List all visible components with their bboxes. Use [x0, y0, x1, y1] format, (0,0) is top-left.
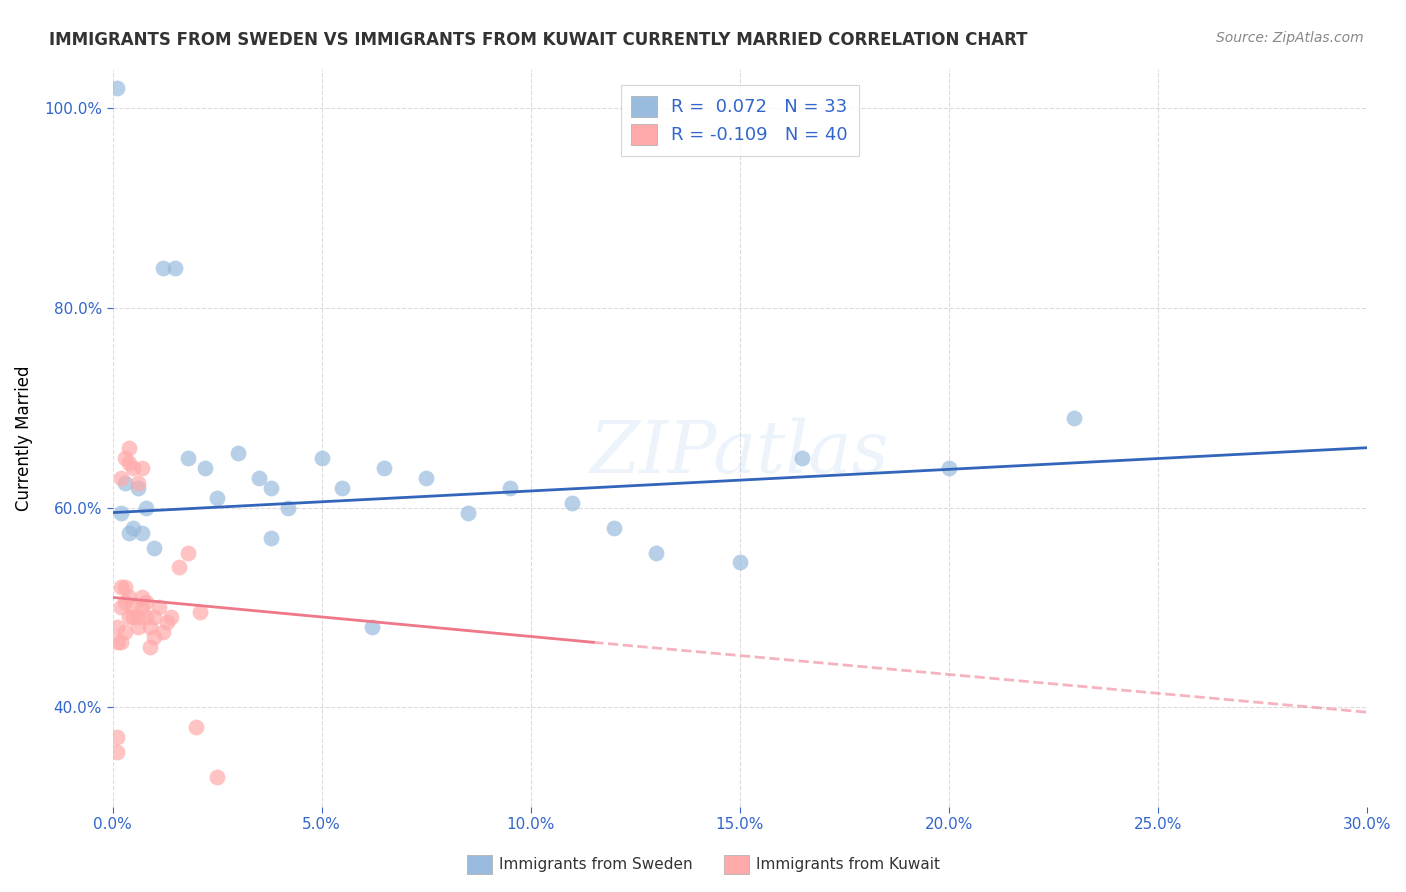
Point — [118, 591, 141, 605]
Point — [260, 481, 283, 495]
Point — [110, 471, 132, 485]
Point — [122, 610, 145, 624]
Point — [114, 595, 136, 609]
Point — [938, 460, 960, 475]
Point — [118, 456, 141, 470]
Point — [728, 556, 751, 570]
Text: IMMIGRANTS FROM SWEDEN VS IMMIGRANTS FROM KUWAIT CURRENTLY MARRIED CORRELATION C: IMMIGRANTS FROM SWEDEN VS IMMIGRANTS FRO… — [49, 31, 1028, 49]
Point — [561, 495, 583, 509]
Point — [105, 635, 128, 649]
Point — [105, 745, 128, 759]
Point — [603, 520, 626, 534]
Text: ZIPatlas: ZIPatlas — [591, 417, 890, 488]
Point — [165, 261, 187, 276]
Point — [127, 481, 149, 495]
Point — [177, 450, 200, 465]
Text: Source: ZipAtlas.com: Source: ZipAtlas.com — [1216, 31, 1364, 45]
Point — [105, 81, 128, 95]
Point — [135, 610, 157, 624]
Legend: R =  0.072   N = 33, R = -0.109   N = 40: R = 0.072 N = 33, R = -0.109 N = 40 — [620, 85, 859, 155]
Point — [131, 591, 153, 605]
Point — [110, 581, 132, 595]
Point — [131, 600, 153, 615]
Point — [152, 261, 174, 276]
Point — [122, 520, 145, 534]
Point — [127, 610, 149, 624]
Point — [122, 460, 145, 475]
Point — [118, 441, 141, 455]
Text: Immigrants from Sweden: Immigrants from Sweden — [499, 857, 693, 871]
Point — [226, 446, 249, 460]
Point — [457, 506, 479, 520]
Point — [110, 635, 132, 649]
Point — [499, 481, 522, 495]
Point — [260, 531, 283, 545]
Point — [135, 500, 157, 515]
Point — [415, 471, 437, 485]
Point — [139, 620, 162, 634]
Point — [143, 541, 166, 555]
Point — [152, 625, 174, 640]
Point — [131, 460, 153, 475]
Point — [143, 610, 166, 624]
Point — [135, 595, 157, 609]
Point — [193, 460, 215, 475]
Point — [114, 475, 136, 490]
Point — [332, 481, 354, 495]
Point — [1063, 410, 1085, 425]
Point — [105, 620, 128, 634]
Point — [114, 581, 136, 595]
Point — [177, 545, 200, 559]
Point — [311, 450, 333, 465]
Point — [247, 471, 270, 485]
Point — [114, 450, 136, 465]
Point — [127, 475, 149, 490]
Point — [169, 560, 191, 574]
Point — [114, 625, 136, 640]
Point — [127, 620, 149, 634]
Point — [148, 600, 170, 615]
Point — [792, 450, 814, 465]
Point — [205, 491, 228, 505]
Point — [105, 730, 128, 744]
Point — [186, 720, 208, 734]
Point — [118, 525, 141, 540]
Y-axis label: Currently Married: Currently Married — [15, 365, 32, 510]
Point — [118, 610, 141, 624]
Text: Immigrants from Kuwait: Immigrants from Kuwait — [756, 857, 941, 871]
Point — [373, 460, 395, 475]
Point — [160, 610, 183, 624]
Point — [143, 631, 166, 645]
Point — [645, 545, 668, 559]
Point — [110, 600, 132, 615]
Point — [131, 525, 153, 540]
Point — [188, 606, 211, 620]
Point — [122, 600, 145, 615]
Point — [139, 640, 162, 655]
Point — [156, 615, 179, 630]
Point — [360, 620, 382, 634]
Point — [205, 770, 228, 784]
Point — [277, 500, 299, 515]
Point — [110, 506, 132, 520]
